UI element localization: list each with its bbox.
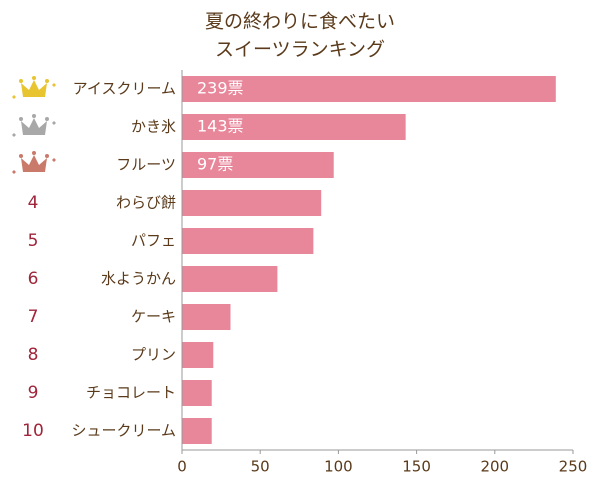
y-tick-label: かき氷 (131, 118, 176, 136)
bar (182, 380, 212, 406)
y-tick-label: パフェ (131, 232, 176, 250)
x-tick-label: 200 (480, 458, 509, 476)
bar (182, 304, 231, 330)
value-label: 97票 (197, 155, 233, 174)
crown-bronze (12, 151, 56, 174)
rank-label: 5 (28, 231, 39, 251)
x-tick-label: 50 (251, 458, 270, 476)
bar (182, 418, 212, 444)
x-tick-label: 100 (324, 458, 353, 476)
y-tick-label: 水ようかん (101, 270, 176, 288)
bar (182, 152, 334, 178)
chart-title: 夏の終わりに食べたい (205, 11, 395, 33)
value-label: 143票 (197, 117, 244, 136)
y-tick-label: フルーツ (116, 156, 176, 174)
x-tick-label: 250 (559, 458, 588, 476)
rank-label: 7 (28, 307, 39, 327)
crown-silver (12, 114, 56, 137)
y-tick-label: アイスクリーム (73, 80, 176, 98)
rank-label: 4 (28, 193, 39, 213)
bar (182, 114, 406, 140)
y-tick-label: ケーキ (131, 308, 176, 326)
x-tick-label: 150 (402, 458, 431, 476)
bar (182, 190, 322, 216)
bar (182, 266, 278, 292)
rank-label: 8 (28, 345, 39, 365)
y-tick-label: プリン (131, 346, 176, 364)
rank-label: 10 (22, 421, 44, 441)
y-tick-label: シュークリーム (71, 422, 176, 440)
bar (182, 228, 314, 254)
y-tick-label: わらび餅 (116, 194, 176, 212)
y-tick-label: チョコレート (86, 384, 176, 402)
value-label: 239票 (197, 79, 244, 98)
crown-gold (12, 76, 56, 99)
rank-label: 9 (28, 383, 39, 403)
bar (182, 76, 556, 102)
rank-label: 6 (28, 269, 39, 289)
x-tick-label: 0 (177, 458, 187, 476)
bar (182, 342, 214, 368)
chart-title: スイーツランキング (215, 39, 385, 61)
